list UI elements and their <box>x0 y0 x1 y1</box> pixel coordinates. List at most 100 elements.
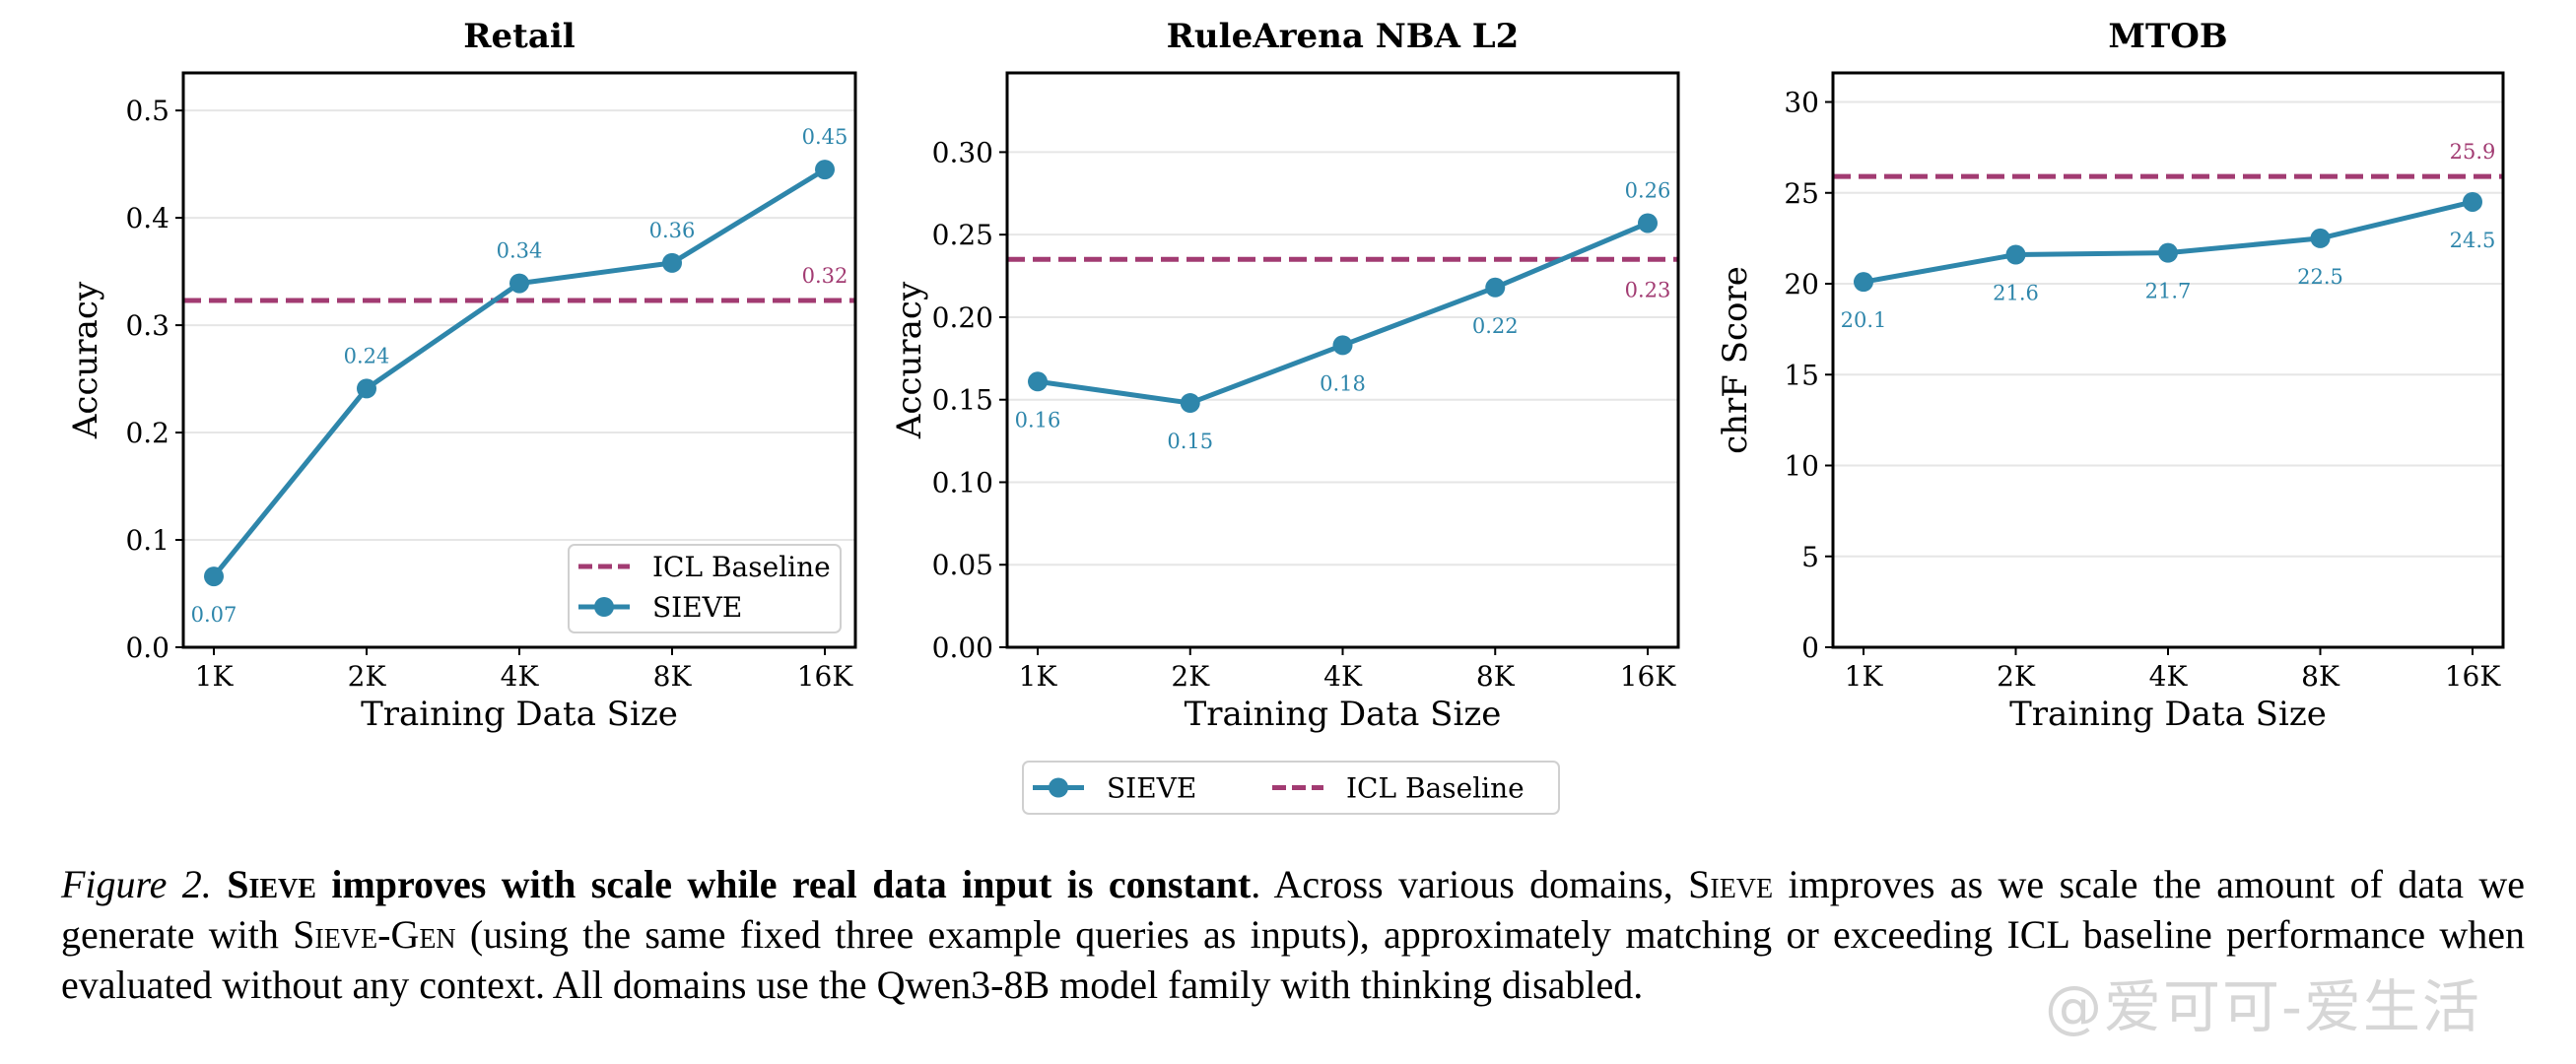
figure-caption: Figure 2. Sieve improves with scale whil… <box>61 859 2525 1010</box>
y-axis-label: chrF Score <box>1716 266 1755 454</box>
axes-frame <box>1005 71 1680 649</box>
caption-body-sieve: Sieve <box>1688 862 1774 906</box>
y-tick-label: 25 <box>1784 177 1819 210</box>
x-tick-label: 2K <box>1997 660 2036 693</box>
legend-label: SIEVE <box>652 591 742 624</box>
axes-frame <box>1831 71 2505 649</box>
caption-body-sieve-gen: Sieve-Gen <box>293 912 456 957</box>
sieve-point <box>2005 244 2026 265</box>
icl-baseline-label: 0.32 <box>802 264 848 288</box>
panel-legend: ICL Baseline SIEVE <box>568 544 842 633</box>
y-tick-label: 0.3 <box>125 309 169 342</box>
x-tick-label: 16K <box>797 660 854 693</box>
figure-canvas: Retail 0.0 0.1 0.2 0.3 0.4 0.5 1K 2K 4K 8K 16K Train… <box>66 17 2505 815</box>
x-tick-label: 8K <box>1476 660 1516 693</box>
sieve-point <box>357 378 376 399</box>
sieve-point-label: 0.26 <box>1625 178 1671 202</box>
x-tick-label: 8K <box>2301 660 2340 693</box>
sieve-point <box>1028 371 1048 392</box>
x-axis-label: Training Data Size <box>2009 695 2327 734</box>
chart-panel-2: MTOB 0 5 10 15 20 25 30 1K 2K 4K 8K 16K Training Data… <box>1716 17 2505 734</box>
x-axis-label: Training Data Size <box>361 695 678 734</box>
sieve-point <box>662 252 682 273</box>
y-tick-label: 0.30 <box>932 136 993 168</box>
y-tick-label: 15 <box>1784 359 1819 391</box>
x-tick-label: 8K <box>653 660 693 693</box>
sieve-point <box>1485 277 1506 298</box>
y-tick-label: 0.25 <box>932 219 993 251</box>
y-tick-label: 5 <box>1801 541 1819 573</box>
chart-title: RuleArena NBA L2 <box>1167 17 1520 56</box>
sieve-point <box>815 160 835 180</box>
caption-body-1: . Across various domains, <box>1251 862 1689 906</box>
sieve-point-label: 0.34 <box>497 239 543 263</box>
sieve-point-label: 0.07 <box>191 603 237 627</box>
chart-panel-0: Retail 0.0 0.1 0.2 0.3 0.4 0.5 1K 2K 4K 8K 16K Train… <box>66 17 857 734</box>
sieve-point-label: 0.24 <box>344 344 390 367</box>
y-tick-label: 30 <box>1784 87 1819 119</box>
x-tick-label: 1K <box>1845 660 1884 693</box>
axes-frame <box>181 71 857 649</box>
y-tick-label: 10 <box>1784 450 1819 483</box>
sieve-line <box>212 166 827 578</box>
caption-title: Sieve improves with scale while real dat… <box>227 862 1251 906</box>
chart-title: MTOB <box>2108 17 2227 56</box>
y-tick-label: 0 <box>1801 632 1819 664</box>
y-tick-label: 0.00 <box>932 632 993 664</box>
sieve-point-label: 0.16 <box>1015 408 1061 432</box>
x-tick-label: 1K <box>195 660 235 693</box>
x-tick-label: 16K <box>2445 660 2502 693</box>
x-tick-label: 2K <box>1171 660 1210 693</box>
shared-legend-box <box>1022 761 1560 815</box>
sieve-point-label: 21.6 <box>1993 281 2039 304</box>
y-tick-label: 0.15 <box>932 384 993 417</box>
sieve-point-label: 0.22 <box>1472 314 1519 338</box>
sieve-point-label: 24.5 <box>2450 229 2496 252</box>
chart-title: Retail <box>463 17 576 56</box>
y-tick-label: 0.20 <box>932 301 993 334</box>
y-tick-label: 0.0 <box>125 632 169 664</box>
shared-legend-sieve-marker <box>1049 777 1068 798</box>
shared-legend: SIEVE ICL Baseline <box>1022 761 1560 815</box>
sieve-point <box>2463 191 2482 212</box>
sieve-point-label: 22.5 <box>2297 265 2343 289</box>
caption-title-rest: improves with scale while real data inpu… <box>315 862 1252 906</box>
caption-figure-label: Figure 2. <box>61 862 212 906</box>
y-axis-label: Accuracy <box>66 281 105 439</box>
sieve-point-label: 21.7 <box>2145 280 2192 303</box>
y-tick-label: 0.1 <box>125 524 169 557</box>
y-axis-label: Accuracy <box>890 281 929 439</box>
caption-body-3: (using the same fixed three example quer… <box>61 912 2526 1007</box>
sieve-point-label: 0.45 <box>802 125 848 149</box>
sieve-point-label: 0.36 <box>649 219 696 242</box>
x-tick-label: 16K <box>1620 660 1677 693</box>
sieve-point <box>509 273 529 294</box>
sieve-point <box>2158 242 2178 263</box>
x-tick-label: 4K <box>2149 660 2189 693</box>
x-axis-label: Training Data Size <box>1185 695 1502 734</box>
y-tick-label: 0.05 <box>932 549 993 581</box>
sieve-line <box>1863 199 2474 285</box>
shared-legend-label: ICL Baseline <box>1346 772 1525 805</box>
sieve-point <box>204 566 224 587</box>
shared-legend-label: SIEVE <box>1107 772 1196 805</box>
x-tick-label: 4K <box>501 660 540 693</box>
watermark: @爱可可-爱生活 <box>2045 973 2481 1040</box>
caption-title-sieve: Sieve <box>227 862 316 906</box>
y-tick-label: 0.10 <box>932 466 993 499</box>
sieve-point <box>1180 393 1200 414</box>
legend-box <box>568 544 842 633</box>
x-tick-label: 1K <box>1019 660 1058 693</box>
y-tick-label: 0.4 <box>125 202 169 234</box>
legend-label: ICL Baseline <box>652 551 831 583</box>
y-tick-label: 0.2 <box>125 417 169 449</box>
icl-baseline-label: 0.23 <box>1625 278 1671 301</box>
sieve-point <box>2310 228 2331 248</box>
y-tick-label: 20 <box>1784 268 1819 300</box>
sieve-point-label: 0.18 <box>1320 371 1366 395</box>
sieve-point <box>1332 335 1353 356</box>
x-tick-label: 2K <box>348 660 387 693</box>
sieve-point-label: 20.1 <box>1841 308 1887 332</box>
y-tick-label: 0.5 <box>125 95 169 127</box>
legend-sieve-marker <box>594 597 614 617</box>
